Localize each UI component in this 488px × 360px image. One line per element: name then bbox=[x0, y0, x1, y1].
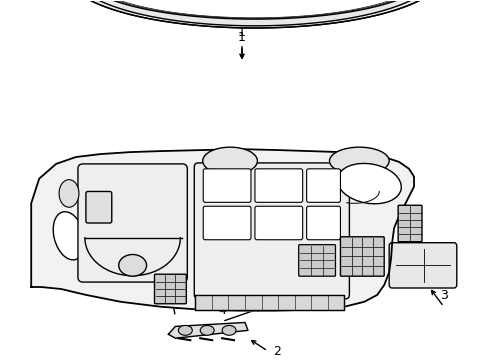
Text: 9: 9 bbox=[354, 266, 362, 279]
Ellipse shape bbox=[200, 325, 214, 335]
FancyBboxPatch shape bbox=[254, 169, 302, 202]
Ellipse shape bbox=[203, 147, 257, 175]
Ellipse shape bbox=[329, 147, 388, 175]
FancyBboxPatch shape bbox=[397, 205, 421, 242]
Text: 4: 4 bbox=[218, 303, 225, 316]
Text: 8: 8 bbox=[171, 299, 179, 312]
FancyBboxPatch shape bbox=[340, 237, 384, 276]
FancyBboxPatch shape bbox=[306, 206, 340, 240]
FancyBboxPatch shape bbox=[203, 206, 250, 240]
Text: 1: 1 bbox=[238, 31, 245, 44]
Polygon shape bbox=[168, 323, 247, 338]
FancyBboxPatch shape bbox=[154, 274, 186, 304]
FancyBboxPatch shape bbox=[306, 169, 340, 202]
Text: 10: 10 bbox=[312, 285, 328, 298]
Ellipse shape bbox=[222, 325, 236, 335]
Text: 1: 1 bbox=[238, 26, 245, 39]
Polygon shape bbox=[279, 281, 291, 302]
Polygon shape bbox=[195, 295, 344, 310]
Ellipse shape bbox=[337, 163, 401, 204]
Ellipse shape bbox=[119, 255, 146, 276]
FancyBboxPatch shape bbox=[194, 163, 349, 299]
Text: 6: 6 bbox=[337, 291, 345, 303]
Ellipse shape bbox=[59, 180, 79, 207]
Ellipse shape bbox=[312, 264, 330, 286]
FancyBboxPatch shape bbox=[78, 164, 187, 282]
Polygon shape bbox=[31, 149, 413, 311]
Text: 2: 2 bbox=[272, 345, 280, 357]
Text: 7: 7 bbox=[418, 246, 426, 259]
Text: 5: 5 bbox=[359, 280, 366, 293]
FancyBboxPatch shape bbox=[388, 243, 456, 288]
Polygon shape bbox=[72, 0, 437, 28]
FancyBboxPatch shape bbox=[203, 169, 250, 202]
Text: 3: 3 bbox=[439, 289, 447, 302]
Ellipse shape bbox=[178, 325, 192, 335]
FancyBboxPatch shape bbox=[298, 245, 335, 276]
FancyBboxPatch shape bbox=[86, 192, 112, 223]
Ellipse shape bbox=[53, 212, 84, 260]
FancyBboxPatch shape bbox=[254, 206, 302, 240]
